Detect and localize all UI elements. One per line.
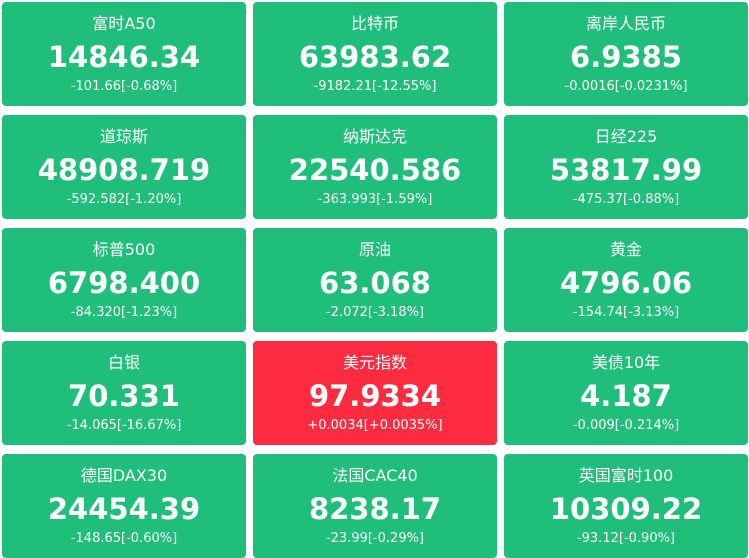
quote-name: 离岸人民币 xyxy=(585,14,666,33)
quote-card[interactable]: 德国DAX30 24454.39 -148.65[-0.60%] xyxy=(2,454,246,558)
quote-price: 10309.22 xyxy=(549,492,703,526)
quote-name: 黄金 xyxy=(609,240,642,259)
quote-name: 比特币 xyxy=(350,14,399,33)
quote-card[interactable]: 比特币 63983.62 -9182.21[-12.55%] xyxy=(253,2,497,106)
quote-change: -101.66[-0.68%] xyxy=(70,79,178,94)
quote-change: -0.0016[-0.0231%] xyxy=(564,79,688,94)
quote-change: +0.0034[+0.0035%] xyxy=(307,418,443,433)
quote-price: 53817.99 xyxy=(549,153,703,187)
quote-name: 原油 xyxy=(358,240,391,259)
quote-change: -0.009[-0.214%] xyxy=(572,418,680,433)
quote-card[interactable]: 法国CAC40 8238.17 -23.99[-0.29%] xyxy=(253,454,497,558)
quote-name: 富时A50 xyxy=(92,14,156,33)
quote-name: 日经225 xyxy=(594,127,658,146)
quote-name: 法国CAC40 xyxy=(332,466,418,485)
quote-name: 道琼斯 xyxy=(99,127,148,146)
quote-card[interactable]: 美元指数 97.9334 +0.0034[+0.0035%] xyxy=(253,341,497,445)
quote-card[interactable]: 黄金 4796.06 -154.74[-3.13%] xyxy=(504,228,748,332)
quote-name: 标普500 xyxy=(92,240,156,259)
quote-price: 6798.400 xyxy=(47,266,201,300)
quote-card[interactable]: 英国富时100 10309.22 -93.12[-0.90%] xyxy=(504,454,748,558)
quote-change: -154.74[-3.13%] xyxy=(572,305,680,320)
quote-price: 14846.34 xyxy=(47,40,201,74)
quote-card[interactable]: 纳斯达克 22540.586 -363.993[-1.59%] xyxy=(253,115,497,219)
quote-price: 22540.586 xyxy=(288,153,462,187)
quote-price: 63983.62 xyxy=(298,40,452,74)
quote-name: 纳斯达克 xyxy=(342,127,407,146)
quote-price: 24454.39 xyxy=(47,492,201,526)
quote-change: -84.320[-1.23%] xyxy=(70,305,178,320)
quote-change: -2.072[-3.18%] xyxy=(325,305,425,320)
quote-card[interactable]: 离岸人民币 6.9385 -0.0016[-0.0231%] xyxy=(504,2,748,106)
quote-change: -9182.21[-12.55%] xyxy=(313,79,437,94)
quote-name: 德国DAX30 xyxy=(80,466,168,485)
quote-price: 8238.17 xyxy=(308,492,442,526)
quote-name: 美元指数 xyxy=(342,353,407,372)
quote-card[interactable]: 日经225 53817.99 -475.37[-0.88%] xyxy=(504,115,748,219)
quote-change: -148.65[-0.60%] xyxy=(70,531,178,546)
quote-card[interactable]: 美债10年 4.187 -0.009[-0.214%] xyxy=(504,341,748,445)
quote-card[interactable]: 标普500 6798.400 -84.320[-1.23%] xyxy=(2,228,246,332)
quote-price: 6.9385 xyxy=(570,40,682,74)
quote-card[interactable]: 道琼斯 48908.719 -592.582[-1.20%] xyxy=(2,115,246,219)
quote-price: 4796.06 xyxy=(559,266,693,300)
quote-price: 4.187 xyxy=(580,379,672,413)
quote-price: 63.068 xyxy=(319,266,431,300)
quote-card[interactable]: 原油 63.068 -2.072[-3.18%] xyxy=(253,228,497,332)
quote-card[interactable]: 富时A50 14846.34 -101.66[-0.68%] xyxy=(2,2,246,106)
quote-price: 70.331 xyxy=(68,379,180,413)
quote-change: -93.12[-0.90%] xyxy=(576,531,676,546)
quote-price: 97.9334 xyxy=(308,379,442,413)
quote-change: -23.99[-0.29%] xyxy=(325,531,425,546)
quote-change: -475.37[-0.88%] xyxy=(572,192,680,207)
quote-name: 英国富时100 xyxy=(578,466,674,485)
quote-change: -14.065[-16.67%] xyxy=(66,418,182,433)
quote-card[interactable]: 白银 70.331 -14.065[-16.67%] xyxy=(2,341,246,445)
quote-change: -592.582[-1.20%] xyxy=(66,192,182,207)
quote-change: -363.993[-1.59%] xyxy=(317,192,433,207)
quote-price: 48908.719 xyxy=(37,153,211,187)
quote-name: 白银 xyxy=(107,353,140,372)
quote-name: 美债10年 xyxy=(591,353,661,372)
